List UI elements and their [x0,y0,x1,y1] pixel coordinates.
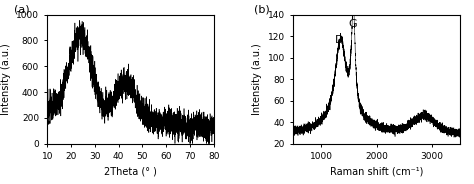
X-axis label: Raman shift (cm⁻¹): Raman shift (cm⁻¹) [330,166,423,176]
Y-axis label: Intensity (a.u.): Intensity (a.u.) [0,43,10,115]
X-axis label: 2Theta (° ): 2Theta (° ) [104,166,157,176]
Text: (a): (a) [14,4,30,14]
Text: G: G [348,19,357,29]
Y-axis label: Intensity (a.u.): Intensity (a.u.) [252,43,262,115]
Text: D: D [335,35,343,45]
Text: (b): (b) [254,4,269,14]
